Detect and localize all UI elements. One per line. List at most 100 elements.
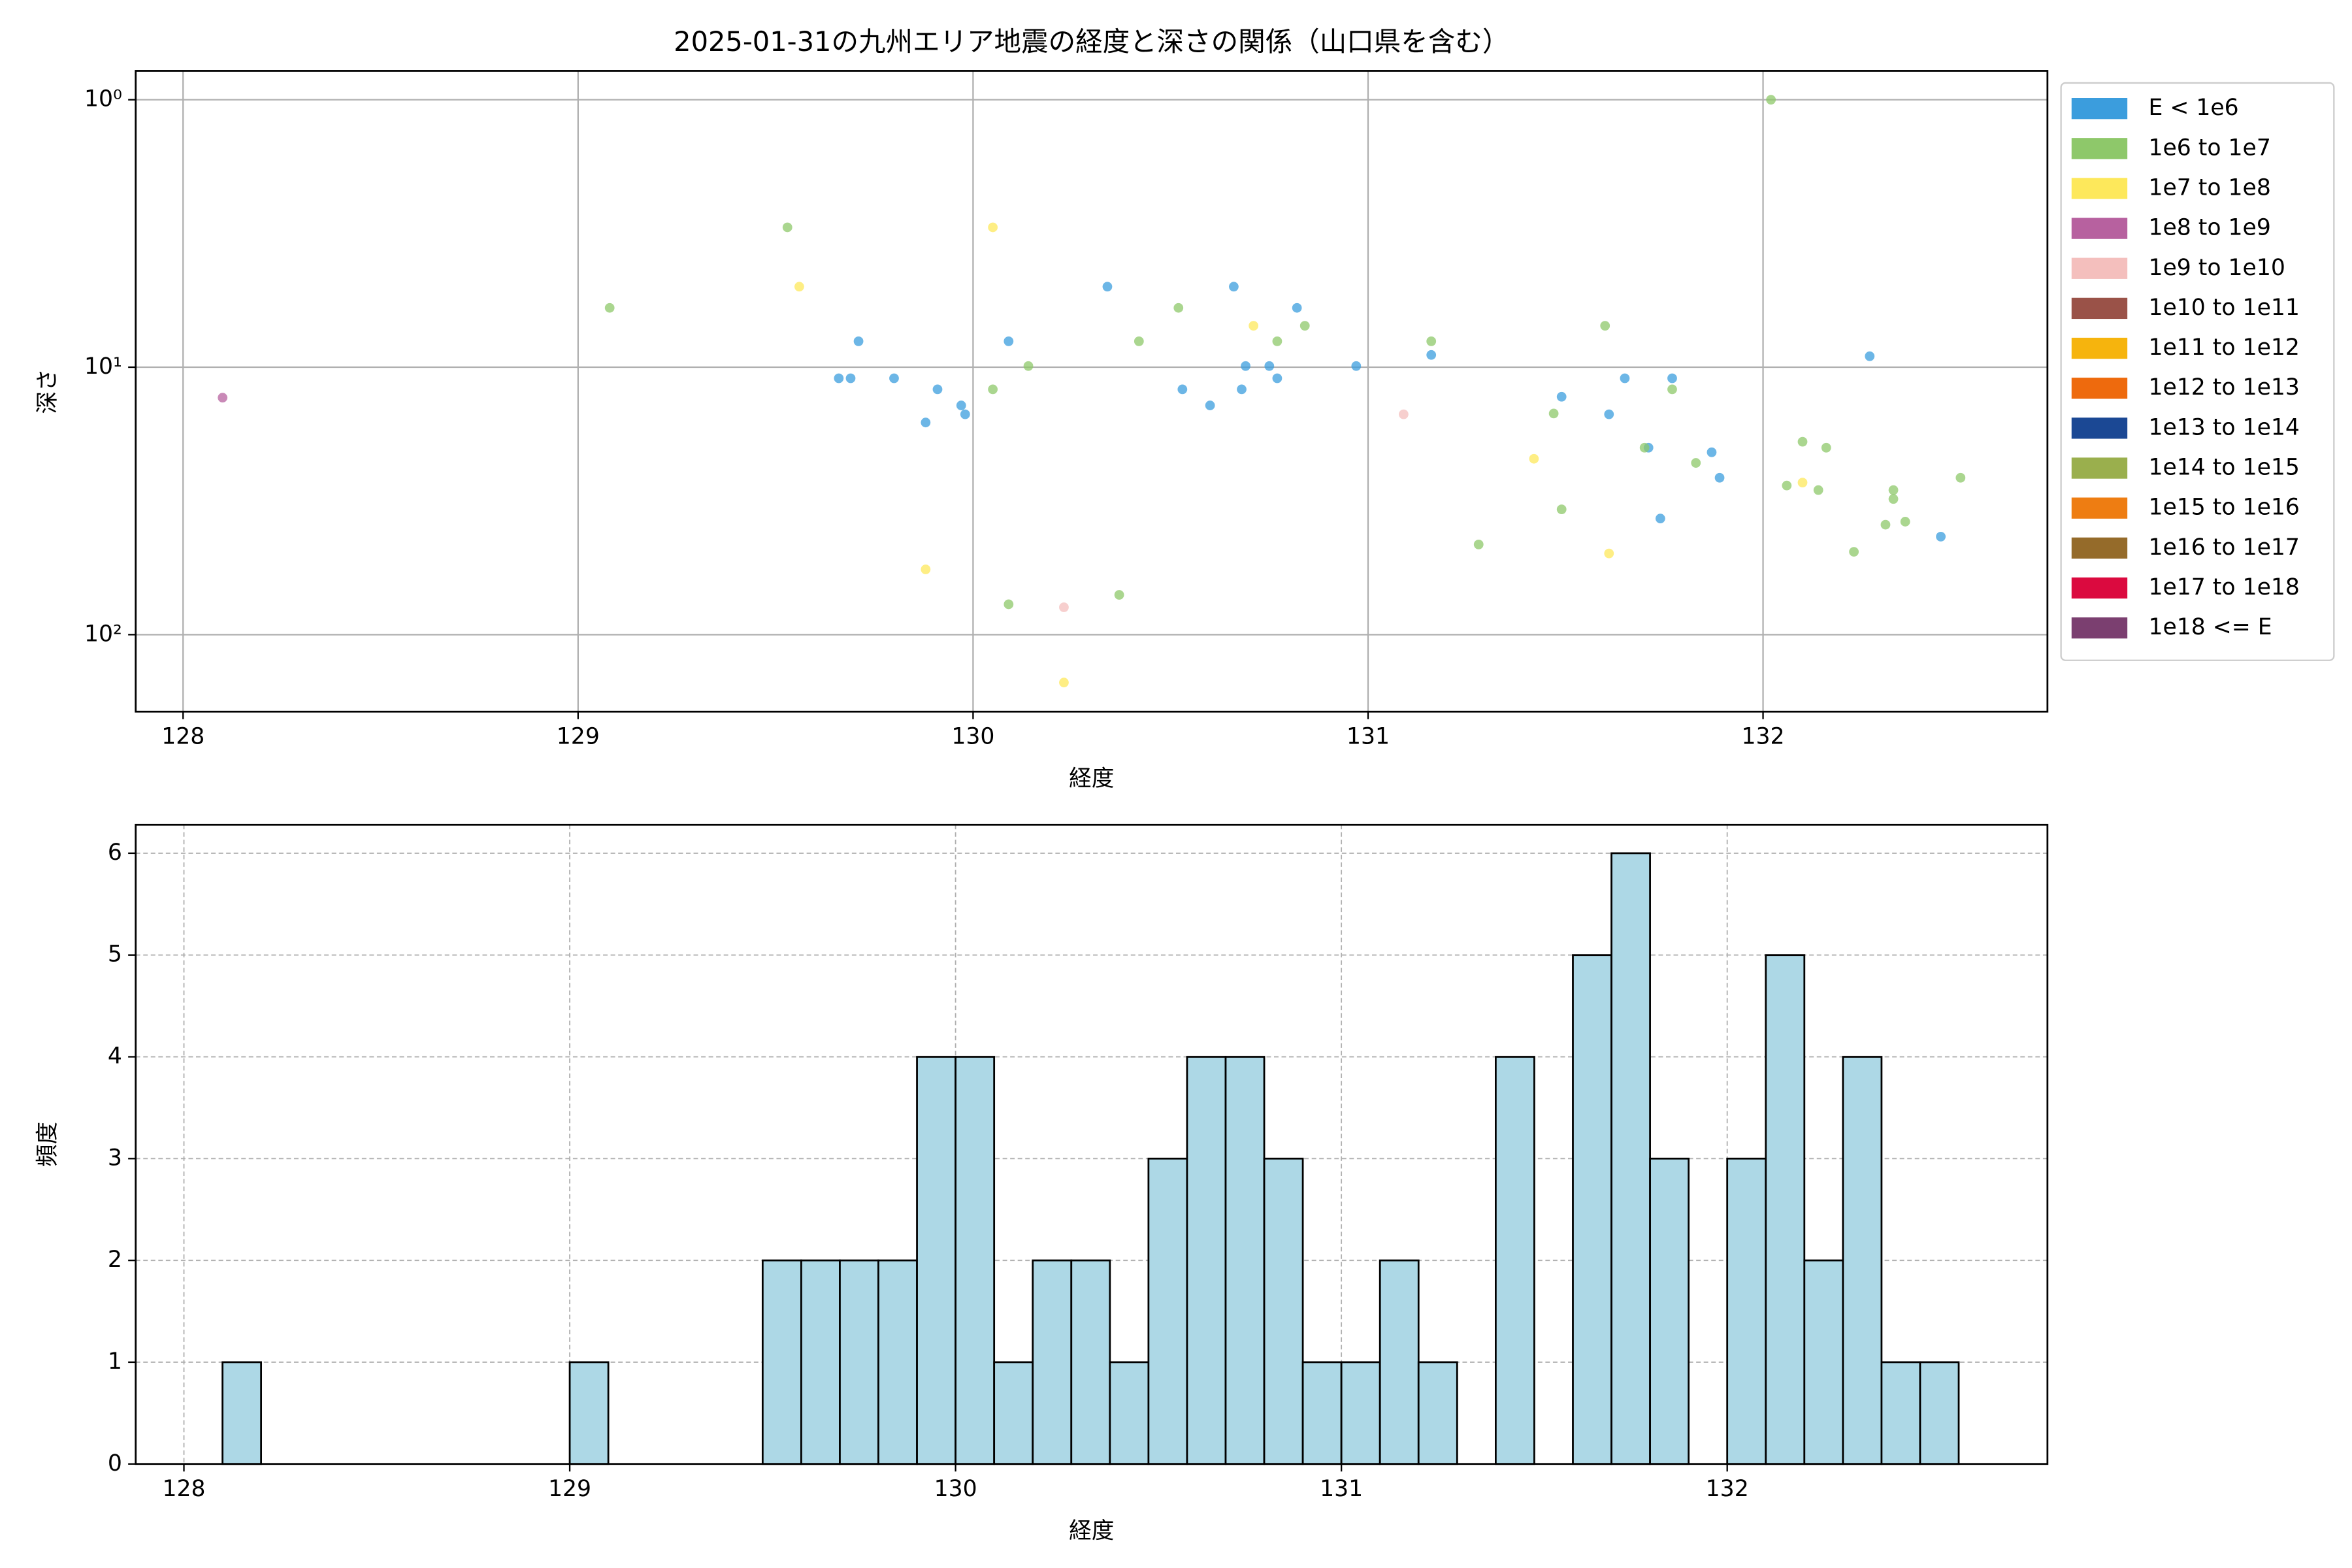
scatter-point <box>1797 478 1808 488</box>
legend-swatch <box>2071 457 2128 479</box>
scatter-point <box>782 222 792 233</box>
histogram-bar <box>1186 1056 1227 1465</box>
scatter-point <box>1114 590 1124 600</box>
scatter-point <box>1766 95 1776 105</box>
legend-label: 1e13 to 1e14 <box>2148 414 2299 440</box>
x-tick-label: 131 <box>1320 1476 1363 1502</box>
scatter-point <box>1707 447 1717 457</box>
histogram-bar <box>800 1259 841 1465</box>
scatter-point <box>1556 504 1567 514</box>
x-tick-label: 130 <box>934 1476 977 1502</box>
histogram-bar <box>1340 1361 1381 1465</box>
histogram-bar <box>1147 1157 1188 1465</box>
legend-label: 1e15 to 1e16 <box>2148 495 2299 521</box>
histogram-bar <box>1301 1361 1343 1465</box>
histogram-bar <box>1109 1361 1150 1465</box>
histogram-bar <box>1070 1259 1111 1465</box>
scatter-point <box>1821 442 1831 453</box>
y-tick-label: 2 <box>108 1247 122 1273</box>
legend-label: 1e9 to 1e10 <box>2148 255 2285 281</box>
histogram-bar <box>877 1259 918 1465</box>
scatter-point <box>1241 361 1250 371</box>
histogram-bar <box>1803 1259 1844 1465</box>
x-tick-label: 131 <box>1347 723 1390 749</box>
chart-title: 2025-01-31の九州エリア地震の経度と深さの関係（山口県を含む） <box>674 25 1509 57</box>
scatter-point <box>1714 472 1725 483</box>
legend-label: 1e16 to 1e17 <box>2148 534 2299 561</box>
y-tick-label: 4 <box>108 1043 122 1070</box>
legend-swatch <box>2071 417 2128 439</box>
scatter-point <box>1556 391 1567 402</box>
scatter-point <box>1004 336 1014 346</box>
histogram-bar <box>1649 1157 1690 1465</box>
histogram-bar <box>1880 1361 1921 1465</box>
scatter-point <box>1880 519 1891 530</box>
histogram-bar <box>1765 954 1806 1465</box>
legend-label: 1e6 to 1e7 <box>2148 135 2270 161</box>
legend-box <box>2060 82 2335 661</box>
scatter-point <box>1292 302 1302 313</box>
histogram-bar <box>1417 1361 1458 1465</box>
legend-swatch <box>2071 257 2128 279</box>
scatter-point <box>1888 494 1899 504</box>
scatter-point <box>1548 408 1559 419</box>
histogram-bar <box>761 1259 802 1465</box>
scatter-point <box>1134 336 1144 346</box>
plot-frame <box>135 70 2049 713</box>
scatter-point <box>853 336 864 346</box>
scatter-point <box>1604 409 1614 419</box>
legend-label: 1e10 to 1e11 <box>2148 295 2299 321</box>
histogram-bar <box>839 1259 879 1465</box>
scatter-point <box>1900 517 1910 527</box>
y-tick-label: 3 <box>108 1145 122 1171</box>
scatter-point <box>889 373 899 384</box>
scatter-point <box>1059 602 1069 612</box>
legend-label: 1e8 to 1e9 <box>2148 215 2270 241</box>
scatter-point <box>1102 282 1113 292</box>
legend-label: 1e7 to 1e8 <box>2148 174 2270 201</box>
legend-label: 1e11 to 1e12 <box>2148 335 2299 361</box>
scatter-point <box>1205 400 1215 410</box>
y-tick-label: 10² <box>84 621 122 647</box>
histogram-bar <box>1263 1157 1304 1465</box>
legend-label: 1e12 to 1e13 <box>2148 374 2299 400</box>
scatter-point <box>1691 458 1701 468</box>
scatter-point <box>1473 539 1484 549</box>
scatter-point <box>1177 384 1188 395</box>
y-tick-label: 0 <box>108 1450 122 1477</box>
scatter-point <box>1667 373 1677 384</box>
histogram-bar <box>568 1361 610 1465</box>
scatter-point <box>1229 282 1239 292</box>
scatter-point <box>1004 599 1014 610</box>
y-axis-label: 頻度 <box>35 1122 61 1167</box>
legend-label: E < 1e6 <box>2148 95 2238 121</box>
y-axis-label: 深さ <box>35 368 61 414</box>
histogram-bar <box>1610 852 1651 1465</box>
x-tick-label: 128 <box>161 723 204 749</box>
scatter-point <box>604 302 615 313</box>
legend-swatch <box>2071 98 2128 120</box>
scatter-point <box>1667 384 1677 395</box>
scatter-point <box>1620 373 1630 384</box>
scatter-point <box>1865 351 1875 361</box>
histogram-bar <box>221 1361 263 1465</box>
scatter-point <box>1399 409 1409 419</box>
scatter-point <box>1237 384 1247 395</box>
scatter-point <box>932 384 943 395</box>
scatter-point <box>845 373 856 384</box>
scatter-point <box>1813 485 1823 495</box>
legend-swatch <box>2071 178 2128 199</box>
scatter-point <box>1639 442 1650 453</box>
legend-label: 1e18 <= E <box>2148 614 2272 640</box>
scatter-point <box>218 393 228 403</box>
histogram-bar <box>1379 1259 1420 1465</box>
legend-label: 1e14 to 1e15 <box>2148 455 2299 481</box>
scatter-point <box>1426 350 1437 360</box>
scatter-point <box>1249 321 1259 331</box>
histogram-bar <box>1919 1361 1960 1465</box>
scatter-point <box>1272 373 1282 384</box>
scatter-point <box>1351 361 1362 371</box>
scatter-point <box>1529 453 1539 464</box>
scatter-point <box>1059 678 1069 688</box>
histogram-bar <box>993 1361 1034 1465</box>
